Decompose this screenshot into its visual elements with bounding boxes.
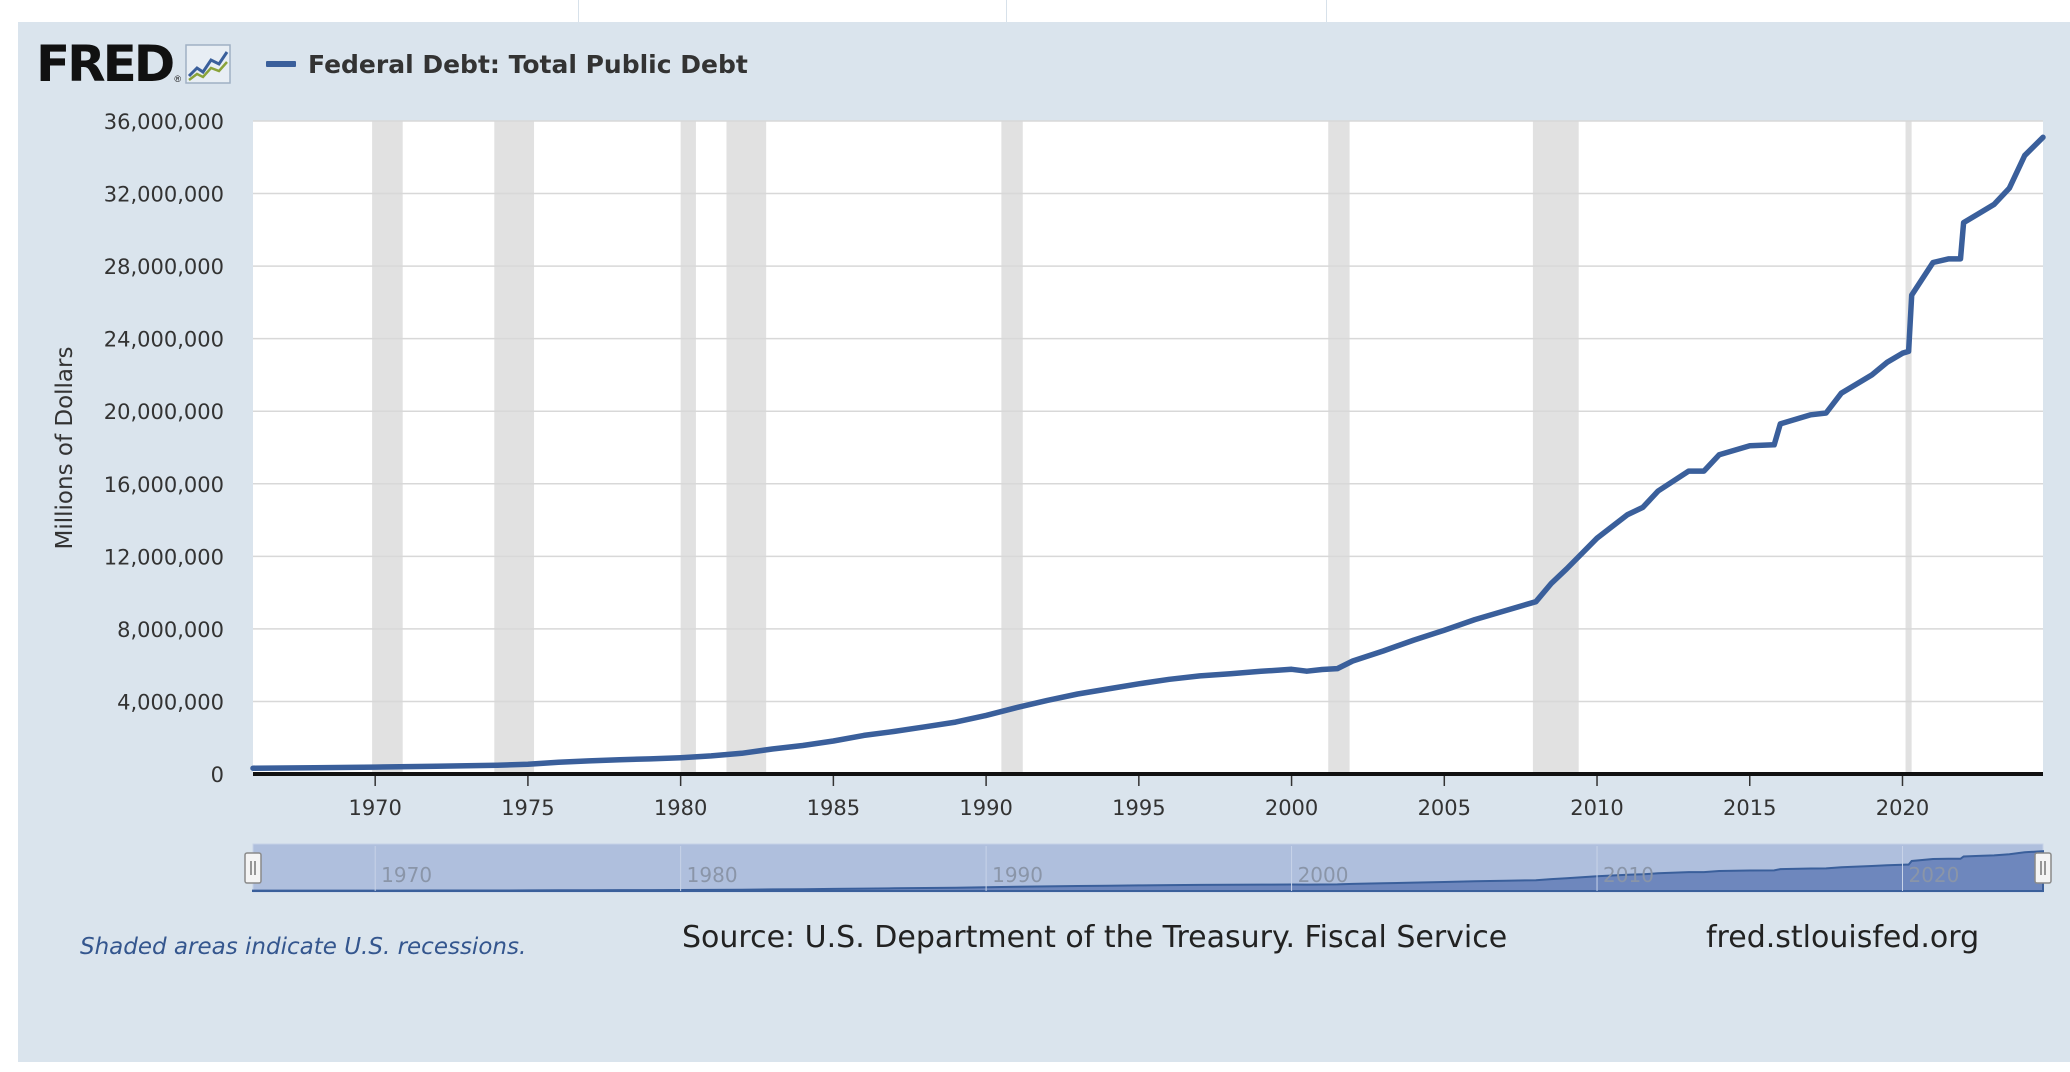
range-navigator[interactable]: 1970 1980 1990 2000 2010 2020 [244, 843, 2052, 893]
x-tick-labels: 1970 1975 1980 1985 1990 1995 2000 2005 2010 2015… [348, 776, 1929, 820]
y-axis-label: Millions of Dollars [52, 347, 78, 550]
y-tick-label: 28,000,000 [104, 255, 224, 279]
chart-legend: Federal Debt: Total Public Debt [266, 44, 748, 84]
recession-band [1532, 121, 1579, 774]
y-tick-label: 32,000,000 [104, 183, 224, 207]
y-tick-label: 16,000,000 [104, 473, 224, 497]
top-strip [0, 0, 2070, 22]
recession-band [1328, 121, 1350, 774]
navigator-tick-label: 1980 [687, 863, 738, 887]
x-tick-label: 2010 [1570, 796, 1623, 820]
series-line [250, 134, 2046, 771]
y-tick-label: 4,000,000 [117, 690, 224, 714]
top-divider [1006, 0, 1007, 22]
mini-line-chart-icon [185, 44, 231, 84]
y-tick-label: 36,000,000 [104, 110, 224, 134]
x-tick-label: 2000 [1265, 796, 1318, 820]
legend-swatch [266, 61, 296, 67]
recession-band [494, 121, 535, 774]
x-tick-label: 1975 [501, 796, 554, 820]
navigator-area [252, 850, 2044, 892]
navigator-tick-label: 2000 [1298, 863, 1349, 887]
site-link[interactable]: fred.stlouisfed.org [1706, 920, 1980, 955]
x-tick-label: 1970 [348, 796, 401, 820]
navigator-tick-label: 1970 [381, 863, 432, 887]
navigator-tick-label: 2010 [1603, 863, 1654, 887]
recession-band [372, 121, 403, 774]
legend-label: Federal Debt: Total Public Debt [308, 49, 748, 79]
y-tick-label: 8,000,000 [117, 618, 224, 642]
top-divider [578, 0, 579, 22]
recession-note: Shaded areas indicate U.S. recessions. [80, 934, 527, 960]
recession-band [1905, 121, 1912, 774]
navigator-left-handle[interactable] [244, 852, 262, 884]
grid-lines [253, 120, 2043, 703]
x-tick-label: 1990 [959, 796, 1012, 820]
x-tick-label: 1985 [807, 796, 860, 820]
x-tick-label: 2020 [1876, 796, 1929, 820]
navigator-right-handle[interactable] [2034, 852, 2052, 884]
y-tick-label: 12,000,000 [104, 545, 224, 569]
navigator-tick-label: 1990 [992, 863, 1043, 887]
source-text: Source: U.S. Department of the Treasury.… [682, 920, 1508, 955]
y-tick-label: 0 [211, 763, 224, 787]
x-tick-label: 1980 [654, 796, 707, 820]
recession-band [1001, 121, 1023, 774]
fred-logo[interactable]: FRED ® [36, 36, 231, 92]
y-tick-label: 20,000,000 [104, 400, 224, 424]
logo-registered-mark: ® [174, 74, 181, 84]
top-divider [1326, 0, 1327, 22]
y-tick-label: 24,000,000 [104, 328, 224, 352]
recession-band [726, 121, 767, 774]
logo-text: FRED [36, 35, 175, 93]
x-tick-label: 2015 [1723, 796, 1776, 820]
y-tick-labels: 0 4,000,000 8,000,000 12,000,000 16,000,000 2… [104, 110, 224, 787]
recession-bands [372, 121, 1912, 774]
recession-band [680, 121, 696, 774]
x-tick-label: 2005 [1418, 796, 1471, 820]
x-tick-label: 1995 [1112, 796, 1165, 820]
navigator-tick-label: 2020 [1908, 863, 1959, 887]
navigator-tick-labels: 1970 1980 1990 2000 2010 2020 [374, 846, 1959, 891]
